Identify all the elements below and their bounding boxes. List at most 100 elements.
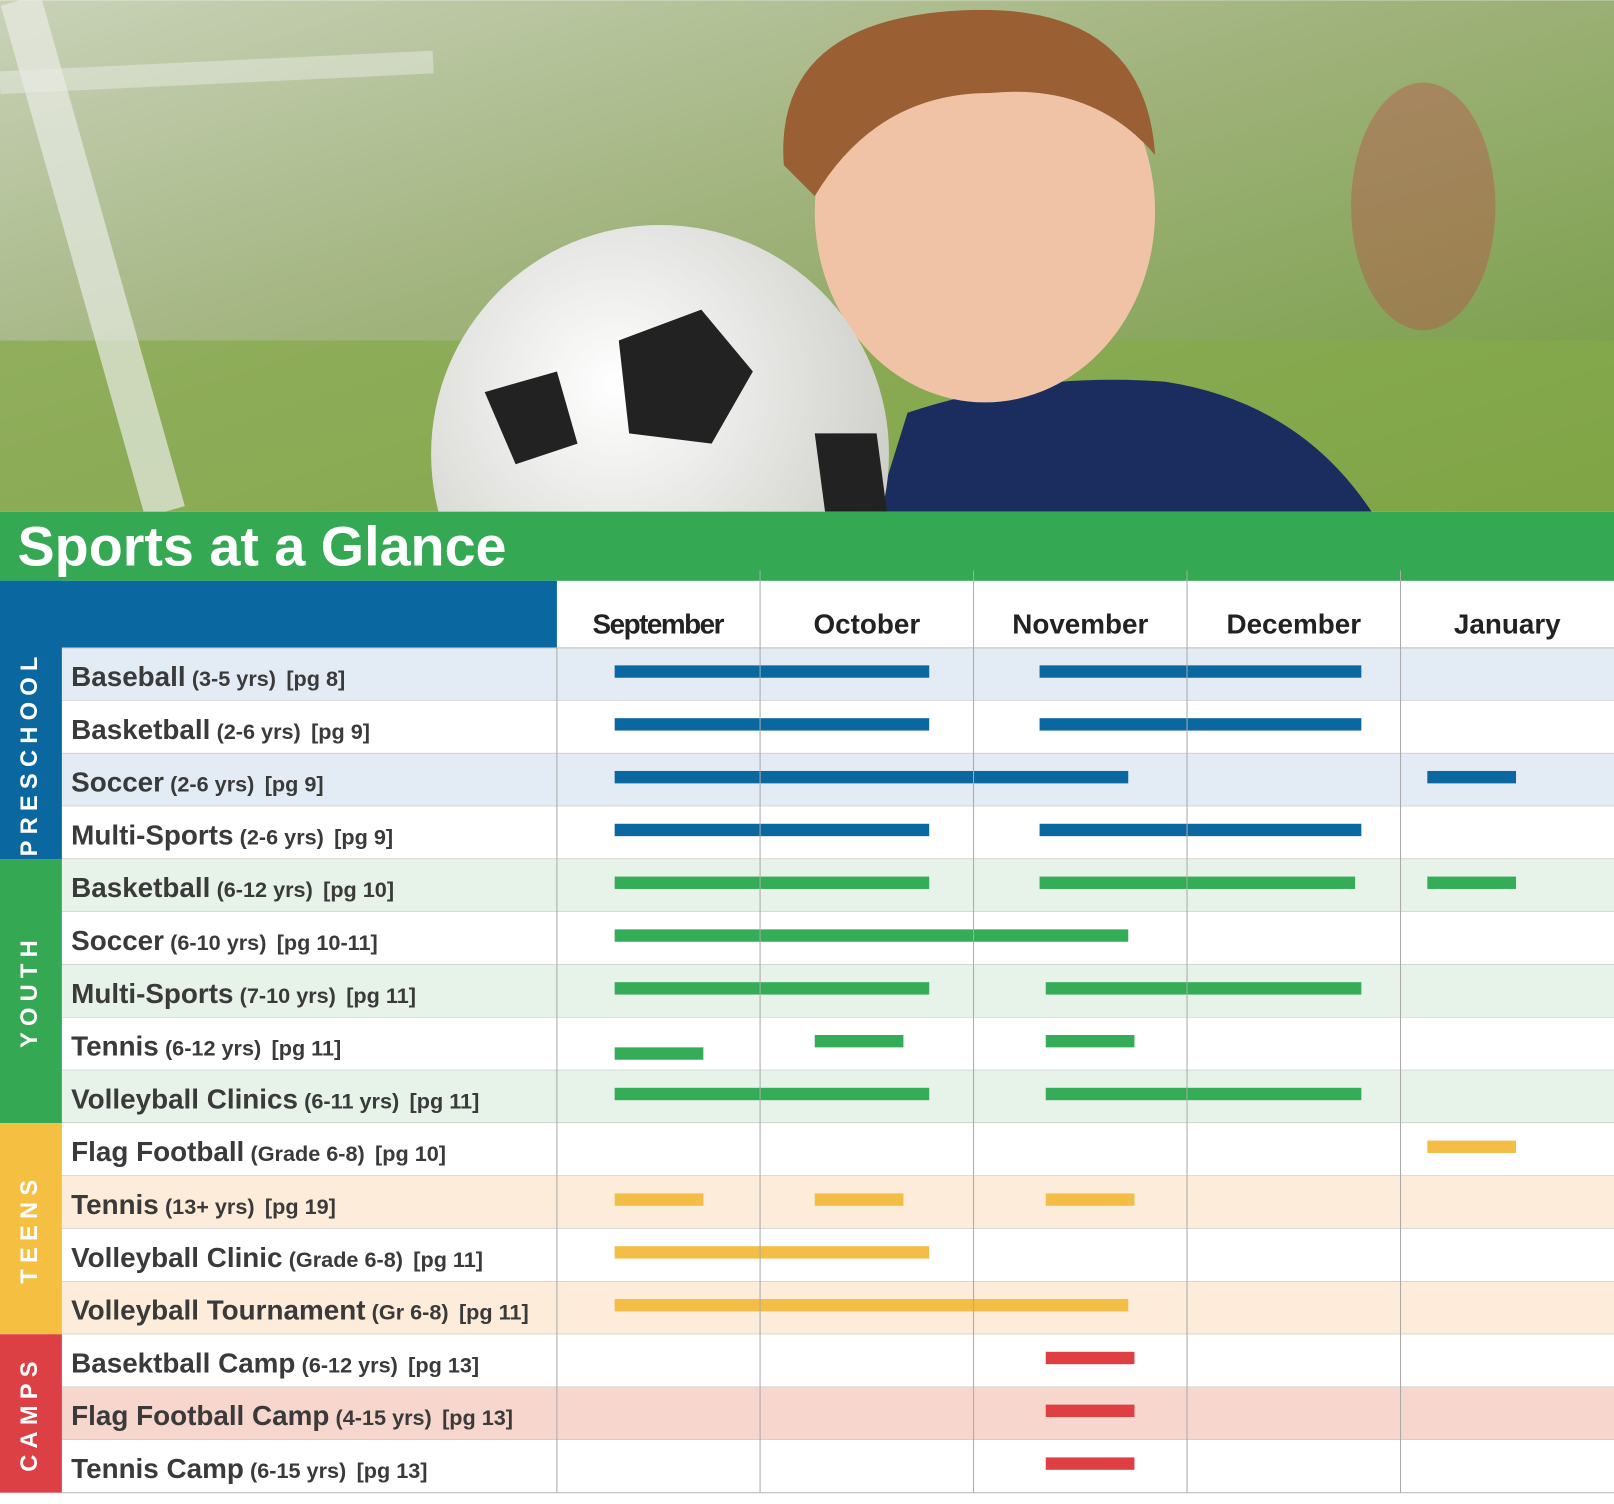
group-band	[0, 859, 62, 1124]
schedule-bar	[1039, 665, 1362, 678]
age-range: (4-15 yrs)	[336, 1405, 432, 1430]
group-label: PRESCHOOL	[17, 650, 43, 856]
age-range: (2-6 yrs)	[240, 824, 324, 849]
row-label: Tennis Camp (6-15 yrs) [pg 13]	[71, 1453, 427, 1484]
row-background	[61, 1334, 1614, 1388]
page-ref: [pg 11]	[413, 1247, 483, 1272]
row-label: Volleyball Clinic (Grade 6-8) [pg 11]	[71, 1242, 483, 1273]
schedule-bar	[614, 982, 930, 995]
age-range: (6-12 yrs)	[302, 1352, 398, 1377]
page-ref: [pg 19]	[265, 1194, 336, 1219]
schedule-bar	[1427, 770, 1517, 784]
schedule-bar	[1039, 718, 1362, 731]
schedule-grid: September October November December January B…	[0, 570, 1614, 1494]
sport-name: Flag Football	[71, 1136, 244, 1167]
sport-name: Volleyball Tournament	[71, 1295, 365, 1326]
age-range: (2-6 yrs)	[170, 772, 254, 797]
schedule-bar	[614, 665, 930, 678]
group-label: TEENS	[17, 1174, 43, 1284]
page-ref: [pg 11]	[459, 1300, 529, 1325]
age-range: (6-15 yrs)	[250, 1458, 346, 1483]
age-range: (13+ yrs)	[165, 1194, 255, 1219]
schedule-bar	[614, 770, 1129, 784]
page-ref: [pg 11]	[346, 983, 416, 1008]
schedule-bar	[614, 1246, 930, 1259]
row-background	[61, 1439, 1614, 1493]
schedule-bar	[1045, 1457, 1135, 1470]
sport-name: Soccer	[71, 767, 164, 798]
schedule-bar	[614, 876, 930, 889]
age-range: (7-10 yrs)	[240, 983, 336, 1008]
month-label: September	[592, 608, 724, 639]
sport-name: Basketball	[71, 872, 210, 903]
age-range: (3-5 yrs)	[192, 666, 276, 691]
row-label: Baseball (3-5 yrs) [pg 8]	[71, 661, 345, 692]
row-label: Multi-Sports (7-10 yrs) [pg 11]	[71, 978, 416, 1009]
month-label: December	[1226, 608, 1361, 639]
group-band	[0, 1123, 62, 1335]
row-background	[61, 1123, 1614, 1176]
age-range: (6-10 yrs)	[170, 930, 266, 955]
page-ref: [pg 11]	[272, 1036, 342, 1061]
month-label: January	[1454, 608, 1561, 639]
row-label: Volleyball Clinics (6-11 yrs) [pg 11]	[71, 1083, 479, 1114]
schedule-bar	[614, 1087, 930, 1101]
row-label: Basektball Camp (6-12 yrs) [pg 13]	[71, 1347, 479, 1378]
age-range: (Grade 6-8)	[289, 1247, 403, 1272]
sport-name: Volleyball Clinic	[71, 1242, 282, 1273]
age-range: (6-11 yrs)	[304, 1088, 399, 1113]
sport-name: Flag Football Camp	[71, 1400, 329, 1431]
page-ref: [pg 8]	[286, 666, 345, 691]
group-label: YOUTH	[17, 934, 43, 1048]
page-ref: [pg 13]	[357, 1458, 428, 1483]
month-label: November	[1012, 608, 1148, 639]
photo	[0, 0, 1614, 512]
age-range: (Gr 6-8)	[372, 1300, 449, 1325]
schedule-bar	[1045, 1034, 1135, 1048]
sport-name: Tennis	[71, 1031, 159, 1062]
row-label: Tennis (13+ yrs) [pg 19]	[71, 1189, 336, 1220]
row-label: Volleyball Tournament (Gr 6-8) [pg 11]	[71, 1295, 529, 1326]
schedule-bar	[1045, 1087, 1362, 1101]
page-ref: [pg 10-11]	[277, 930, 378, 955]
schedule-bar	[1045, 1404, 1135, 1417]
header-box	[0, 580, 557, 648]
schedule-bar	[614, 823, 930, 837]
sport-name: Basektball Camp	[71, 1347, 295, 1378]
schedule-bar	[814, 1193, 904, 1206]
sport-name: Basketball	[71, 714, 210, 745]
group-label: CAMPS	[17, 1355, 43, 1472]
schedule-bar	[1427, 876, 1517, 889]
page-ref: [pg 9]	[334, 824, 393, 849]
sport-name: Volleyball Clinics	[71, 1083, 298, 1114]
group-band	[0, 580, 62, 860]
row-label: Basketball (2-6 yrs) [pg 9]	[71, 714, 370, 745]
row-label: Soccer (2-6 yrs) [pg 9]	[71, 767, 323, 798]
row-label: Basketball (6-12 yrs) [pg 10]	[71, 872, 394, 903]
schedule-bar	[614, 718, 930, 731]
schedule-bar	[814, 1034, 904, 1048]
page-ref: [pg 9]	[265, 772, 324, 797]
age-range: (Grade 6-8)	[250, 1141, 364, 1166]
schedule-bar	[1045, 982, 1362, 995]
page-ref: [pg 13]	[408, 1352, 479, 1377]
sport-name: Baseball	[71, 661, 185, 692]
schedule-bar	[1045, 1193, 1135, 1206]
schedule-bar	[614, 1047, 704, 1060]
row-label: Soccer (6-10 yrs) [pg 10-11]	[71, 925, 378, 956]
page-ref: [pg 10]	[323, 877, 394, 902]
schedule-bar	[1039, 823, 1362, 837]
sport-name: Multi-Sports	[71, 978, 233, 1009]
schedule-bar	[614, 1299, 1129, 1312]
schedule-bar	[1045, 1351, 1135, 1365]
page-ref: [pg 13]	[442, 1405, 513, 1430]
sport-name: Tennis Camp	[71, 1453, 244, 1484]
page-ref: [pg 11]	[410, 1088, 480, 1113]
group-band	[0, 1334, 62, 1493]
title: Sports at a Glance	[18, 515, 507, 577]
age-range: (2-6 yrs)	[217, 719, 301, 744]
row-label: Tennis (6-12 yrs) [pg 11]	[71, 1031, 341, 1062]
schedule-bar	[1427, 1140, 1517, 1153]
